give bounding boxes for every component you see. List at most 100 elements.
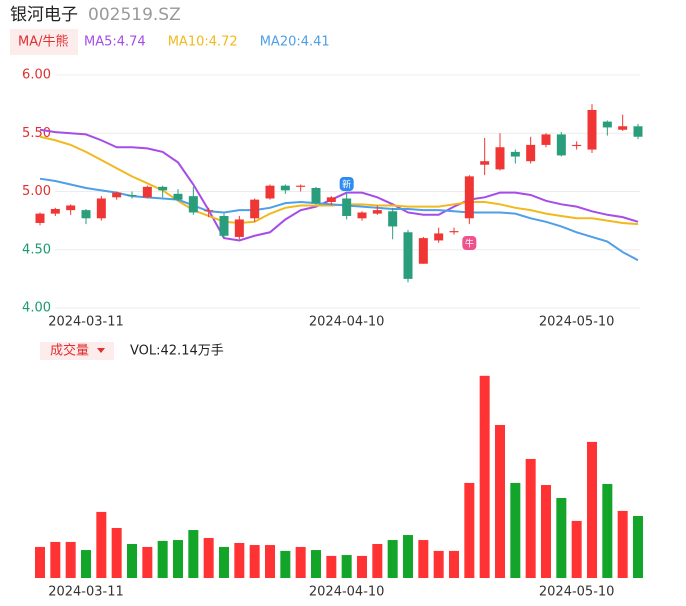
candle-body [204, 210, 214, 212]
x-tick-label: 2024-04-10 [309, 585, 385, 600]
volume-bar [219, 546, 229, 578]
y-tick-label: 5.00 [22, 184, 51, 199]
x-tick-label: 2024-03-11 [48, 585, 124, 600]
candle-body [464, 176, 474, 219]
candle-body [311, 188, 321, 204]
candle-body [418, 238, 428, 264]
candle-body [142, 186, 152, 198]
candle-body [633, 126, 643, 137]
annotation-text: 牛 [465, 238, 474, 250]
candle-body [35, 213, 45, 223]
candle-body [556, 134, 566, 156]
x-tick-label: 2024-05-10 [539, 315, 615, 330]
annotation-text: 新 [342, 179, 351, 191]
volume-bar [617, 510, 628, 578]
ma-line [39, 177, 639, 262]
volume-bar [111, 527, 122, 578]
ma-line [39, 128, 639, 242]
volume-bar [556, 497, 567, 578]
volume-bar [326, 555, 337, 578]
volume-button-bg[interactable] [40, 342, 114, 360]
volume-legend: VOL:42.14万手 [130, 344, 224, 359]
volume-button[interactable]: 成交量 [50, 343, 89, 359]
volume-bar [433, 550, 444, 578]
volume-bar [173, 540, 183, 578]
x-tick-label: 2024-05-10 [539, 585, 615, 600]
candle-body [234, 219, 244, 237]
candle-body [526, 144, 536, 162]
volume-bar [265, 545, 275, 578]
candle-body [280, 185, 290, 191]
ma-button[interactable]: MA/牛熊 [18, 34, 69, 50]
volume-bar [35, 546, 45, 578]
candle-body [495, 147, 505, 170]
candle-body [587, 109, 597, 150]
volume-bar [341, 555, 352, 578]
volume-bar [127, 544, 137, 578]
volume-bar [464, 482, 475, 578]
dropdown-arrow[interactable] [97, 348, 105, 353]
volume-bar [142, 546, 153, 578]
volume-bar [96, 511, 107, 578]
volume-bar [571, 520, 582, 578]
volume-bar [387, 540, 398, 578]
candle-body [449, 231, 459, 233]
candle-body [96, 198, 106, 219]
candle-body [434, 233, 444, 241]
legend-entry: MA20:4.41 [260, 35, 330, 50]
candle-body [403, 232, 413, 279]
candle-body [618, 126, 628, 130]
volume-bar [541, 485, 551, 578]
volume-bar [81, 550, 91, 578]
volume-bar [510, 482, 521, 578]
candle-body [50, 208, 60, 214]
candle-body [265, 185, 275, 199]
candle-body [480, 161, 490, 165]
ma-line [39, 135, 639, 226]
volume-bar [372, 544, 383, 578]
candle-body [219, 215, 229, 236]
candle-body [127, 194, 137, 197]
y-tick-label: 4.50 [22, 242, 51, 257]
volume-bar [280, 550, 291, 578]
volume-bar [311, 550, 321, 578]
volume-bar [357, 555, 367, 578]
volume-bar [50, 541, 61, 578]
candle-body [188, 196, 198, 213]
volume-bar [234, 542, 245, 578]
volume-bar [449, 550, 459, 578]
volume-bar [602, 483, 613, 578]
candle-body [250, 199, 260, 219]
stock-code: 002519.SZ [88, 5, 181, 25]
volume-bar [157, 540, 168, 578]
volume-bar [525, 458, 536, 578]
candle-body [66, 205, 76, 211]
candle-body [112, 192, 122, 198]
volume-bar [587, 441, 597, 578]
ma-button-bg[interactable] [10, 29, 78, 55]
volume-bar [495, 424, 505, 578]
y-tick-label: 6.00 [22, 68, 51, 83]
volume-bar [65, 541, 76, 578]
annotation-badge [462, 236, 477, 250]
candle-body [81, 210, 91, 219]
candle-body [541, 134, 551, 145]
candle-body [357, 212, 367, 219]
stock-name: 银河电子 [10, 5, 78, 25]
volume-bar [188, 530, 199, 578]
candle-body [158, 186, 168, 191]
y-tick-label: 4.00 [22, 301, 51, 316]
candle-body [510, 151, 520, 157]
volume-bar [295, 546, 306, 578]
candle-body [342, 198, 352, 216]
legend-entry: MA10:4.72 [168, 35, 238, 50]
x-tick-label: 2024-04-10 [309, 315, 385, 330]
volume-bar [418, 540, 429, 578]
candle-body [296, 185, 306, 187]
candle-body [173, 193, 183, 200]
candle-body [572, 144, 582, 147]
volume-bar [633, 515, 643, 578]
volume-bar [479, 375, 490, 578]
candle-body [326, 197, 336, 202]
